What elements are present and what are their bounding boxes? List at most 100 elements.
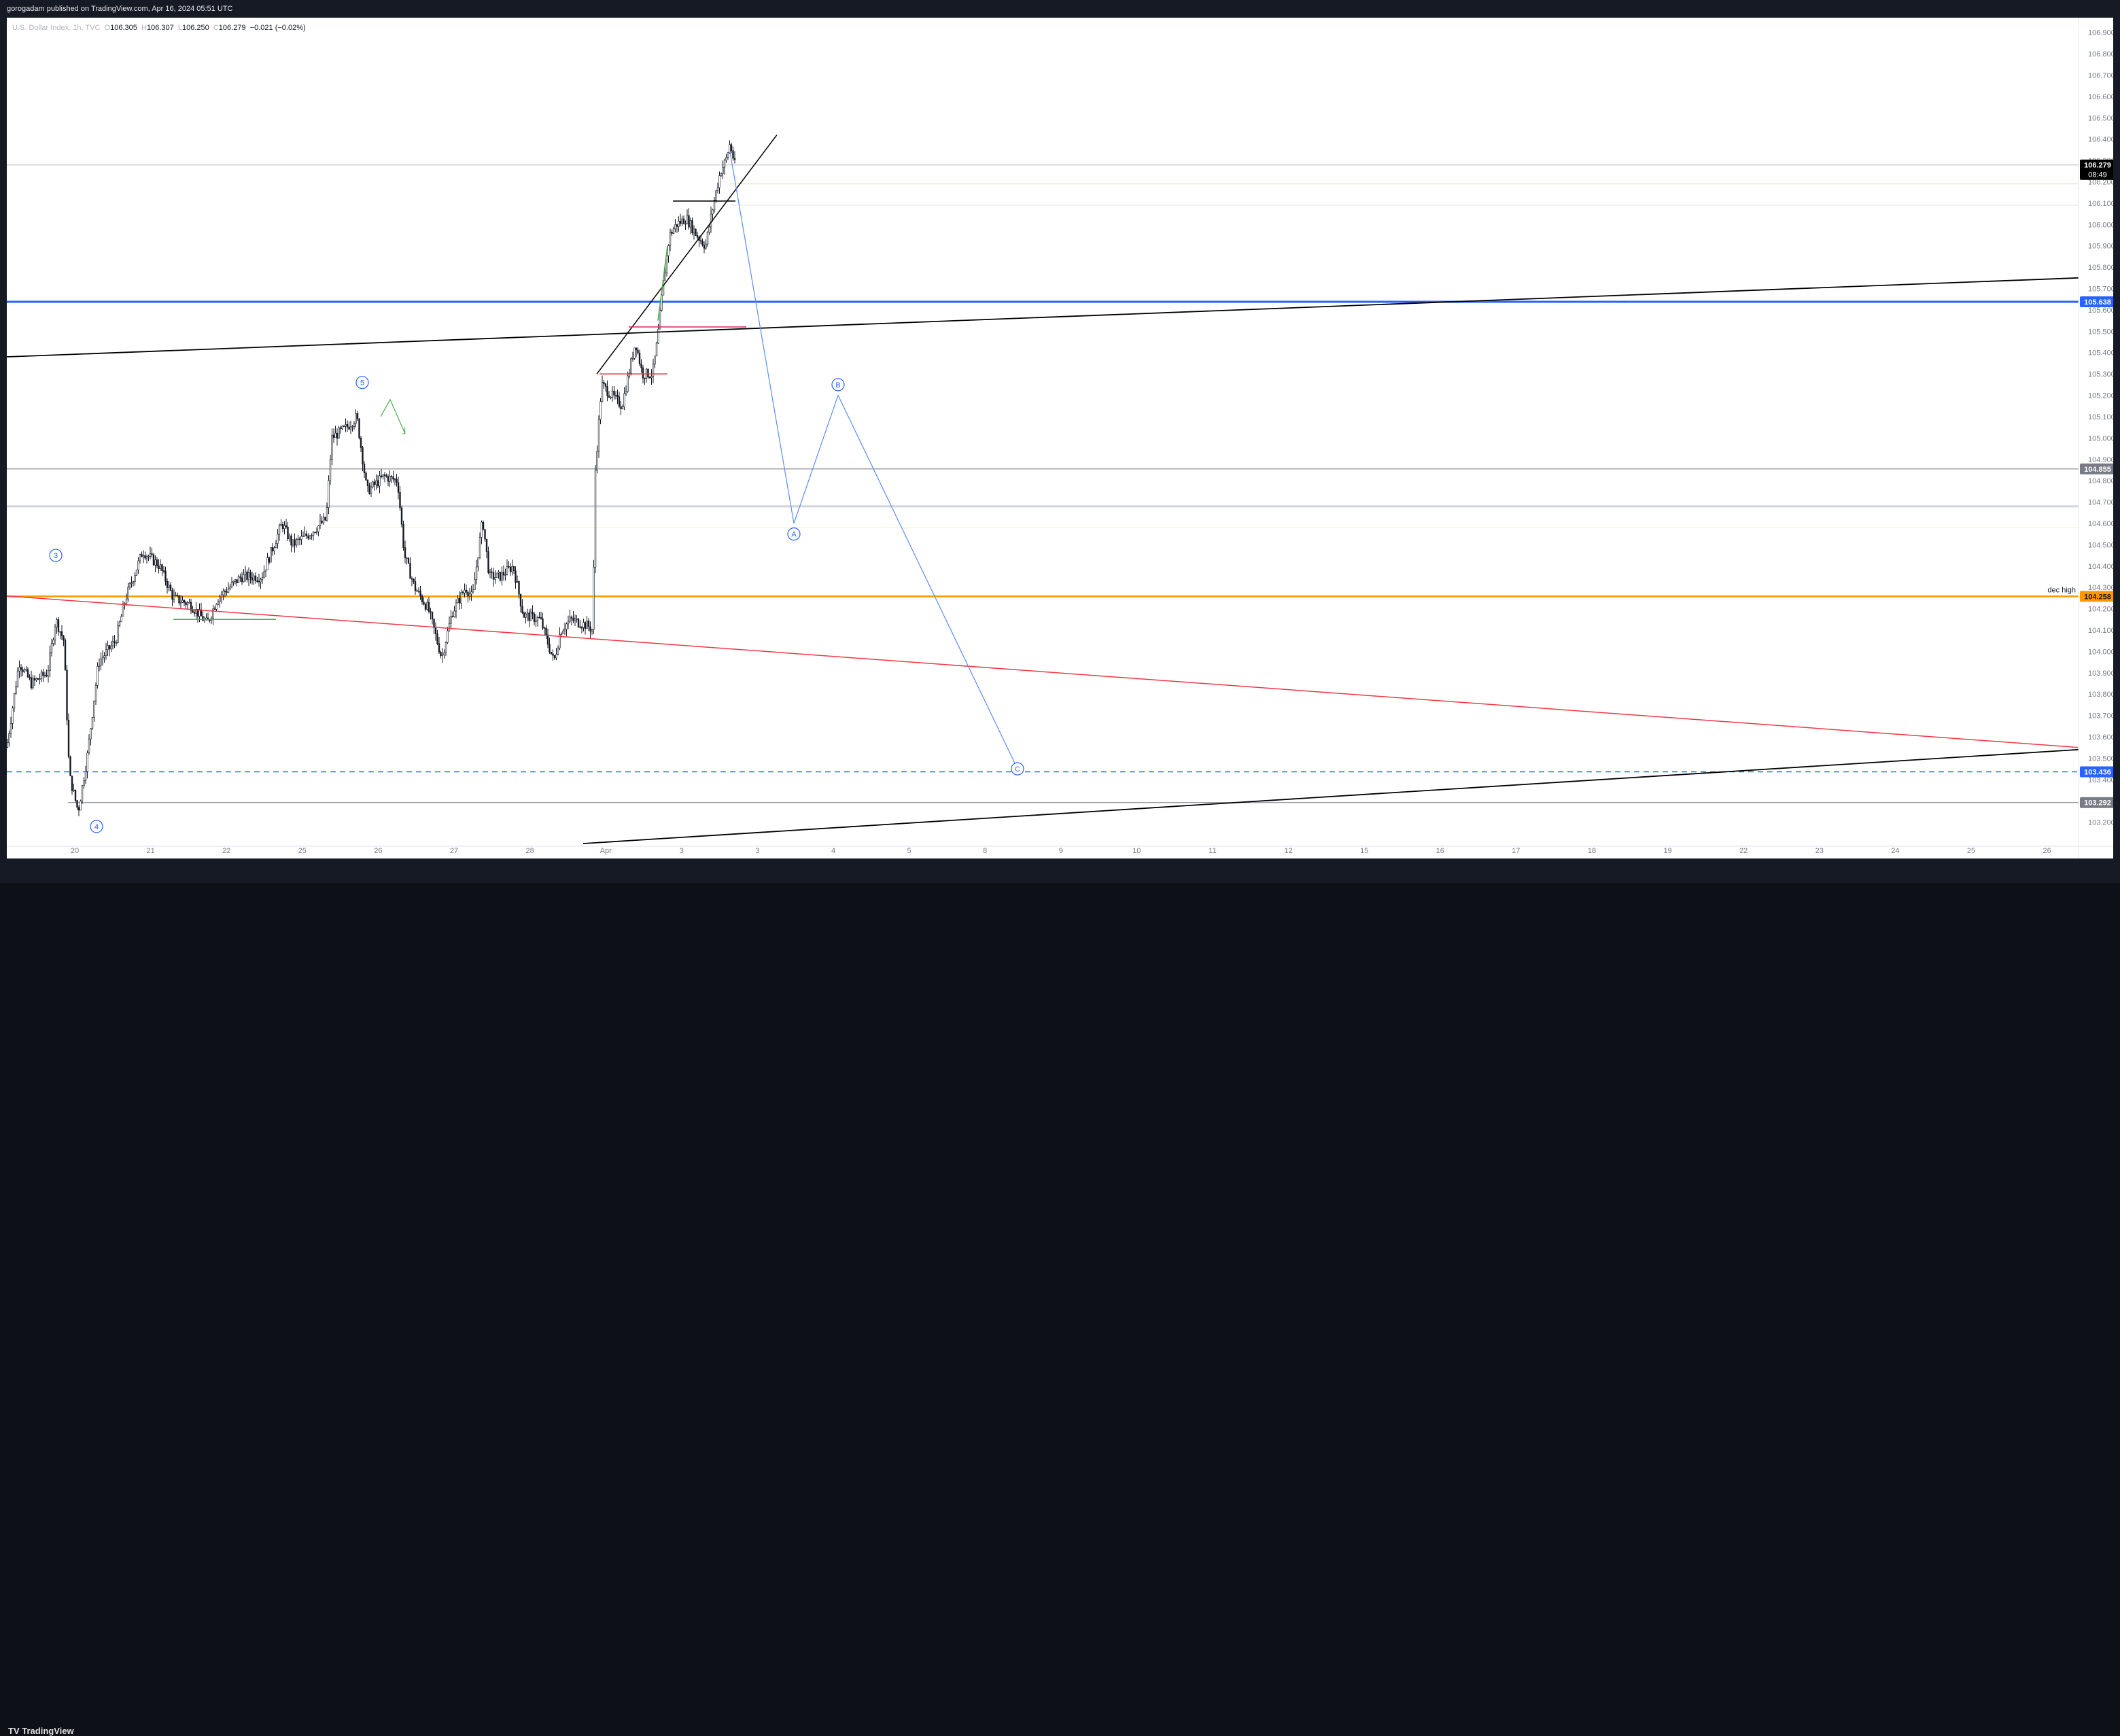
candle-body <box>64 640 67 671</box>
candle-body <box>593 567 595 630</box>
candle-body <box>515 570 517 583</box>
candle-body <box>396 479 398 483</box>
candle-body <box>351 426 353 428</box>
candle-body <box>186 602 189 606</box>
candle-body <box>678 220 680 227</box>
candle-body <box>474 579 476 590</box>
x-tick-label: 26 <box>374 847 382 855</box>
y-tick-label: 105.100 <box>2088 413 2113 421</box>
candle-body <box>540 617 542 619</box>
price-axis-label: 103.292 <box>2084 799 2111 808</box>
y-tick-label: 105.800 <box>2088 264 2113 272</box>
candle-body <box>553 655 556 659</box>
candle-body <box>266 557 268 570</box>
candle-body <box>27 669 29 678</box>
candles-layer <box>6 140 736 816</box>
candle-body <box>627 375 629 392</box>
y-tick-label: 103.900 <box>2088 670 2113 678</box>
candle-body <box>164 570 167 582</box>
candle-body <box>243 574 245 583</box>
high-label: H <box>141 24 147 32</box>
y-tick-label: 104.900 <box>2088 456 2113 464</box>
candle-body <box>511 566 513 572</box>
candle-body <box>720 173 723 176</box>
x-tick-label: 20 <box>71 847 79 855</box>
candle-body <box>234 579 237 582</box>
y-tick-label: 106.500 <box>2088 114 2113 122</box>
candle-body <box>589 626 591 631</box>
candle-body <box>508 566 510 568</box>
price-axis-label-box <box>2080 797 2115 808</box>
candle-body <box>90 728 92 740</box>
candle-body <box>722 167 724 174</box>
candle-body <box>528 612 530 621</box>
candle-body <box>604 383 607 387</box>
candle-body <box>504 574 506 576</box>
candle-body <box>137 560 139 570</box>
candle-body <box>614 394 617 396</box>
x-tick-label: 9 <box>1059 847 1063 855</box>
candle-body <box>542 618 544 629</box>
candle-body <box>606 386 608 396</box>
candle-body <box>264 570 267 572</box>
symbol-label: U.S. Dollar Index, 1h, TVC <box>12 24 101 32</box>
candle-body <box>76 800 78 808</box>
candle-body <box>202 615 204 621</box>
candle-body <box>305 534 308 536</box>
candle-body <box>108 645 111 650</box>
candle-body <box>141 554 143 557</box>
candle-body <box>74 789 77 801</box>
candle-body <box>171 590 173 600</box>
candle-body <box>484 529 486 540</box>
candle-body <box>681 218 683 224</box>
candle-body <box>502 572 505 576</box>
x-tick-label: 18 <box>1588 847 1596 855</box>
candle-body <box>468 593 471 597</box>
left-border <box>0 18 7 858</box>
price-axis-label-box <box>2080 159 2115 180</box>
y-tick-label: 105.300 <box>2088 370 2113 379</box>
y-tick-label: 106.900 <box>2088 29 2113 37</box>
candle-body <box>494 577 496 580</box>
green-leg <box>657 245 668 321</box>
candle-body <box>101 657 104 659</box>
candle-body <box>669 231 672 246</box>
candle-body <box>181 600 184 603</box>
green-arrow-head <box>402 427 406 434</box>
candle-body <box>139 554 141 561</box>
candle-body <box>633 347 636 359</box>
candle-body <box>407 558 410 563</box>
candle-body <box>298 538 301 540</box>
candle-body <box>727 152 729 158</box>
candle-body <box>577 619 580 627</box>
candle-body <box>642 367 644 379</box>
candle-body <box>613 390 615 396</box>
candle-body <box>93 700 95 718</box>
black-trendline-lower <box>583 748 2079 844</box>
tv-logo-icon: TV <box>8 1726 20 1736</box>
candle-body <box>192 610 194 613</box>
y-tick-label: 106.700 <box>2088 72 2113 80</box>
candle-body <box>246 571 248 580</box>
tradingview-logo[interactable]: TV TradingView <box>8 1726 74 1736</box>
candle-body <box>287 527 289 540</box>
candle-body <box>533 613 536 622</box>
price-axis-label: 105.638 <box>2084 298 2111 307</box>
candle-body <box>462 592 464 593</box>
ohlc-legend: U.S. Dollar Index, 1h, TVC O106.305 H106… <box>12 24 306 32</box>
candle-body <box>366 479 369 487</box>
candle-body <box>552 653 554 656</box>
candle-body <box>570 617 573 619</box>
open-label: O <box>104 24 111 32</box>
candle-body <box>569 617 571 622</box>
candle-body <box>370 487 372 494</box>
candle-body <box>353 423 355 427</box>
low-label: L <box>177 24 182 32</box>
wave-circle <box>90 820 103 833</box>
candle-body <box>244 571 247 575</box>
candle-body <box>97 665 99 686</box>
candle-body <box>525 613 527 618</box>
candle-body <box>114 641 116 643</box>
